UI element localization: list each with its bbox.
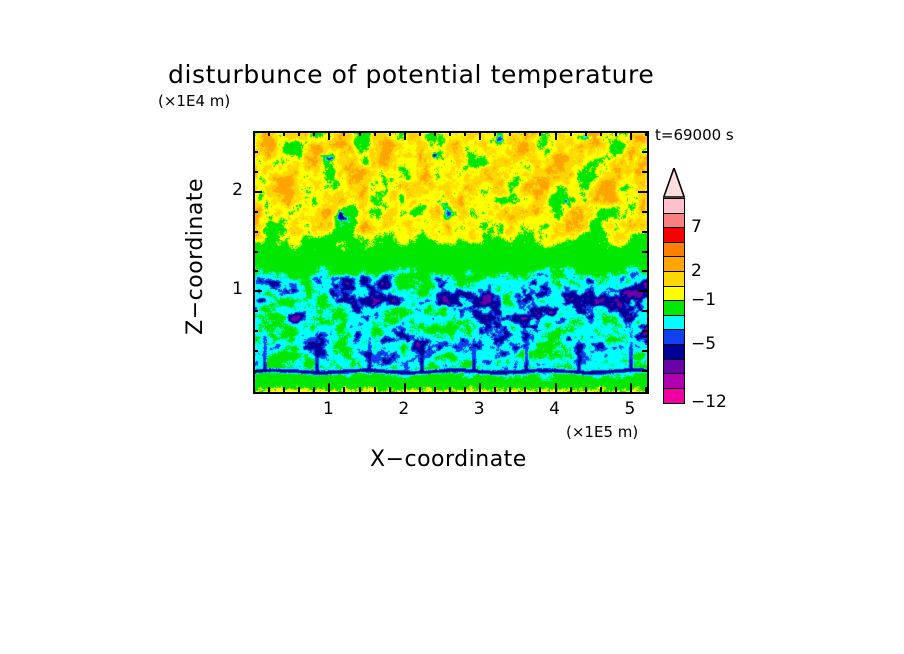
tick-mark	[479, 131, 481, 140]
contour-field	[255, 133, 647, 392]
tick-mark	[638, 191, 647, 193]
tick-mark	[570, 387, 572, 392]
tick-mark	[630, 131, 632, 140]
tick-mark	[253, 211, 258, 213]
tick-mark	[253, 290, 262, 292]
tick-mark	[253, 270, 258, 272]
tick-mark	[298, 387, 300, 392]
tick-mark	[328, 131, 330, 140]
tick-mark	[642, 310, 647, 312]
tick-mark	[283, 131, 285, 136]
tick-mark	[645, 387, 647, 392]
tick-mark	[419, 387, 421, 392]
x-tick-label: 5	[624, 399, 636, 419]
colorbar-band	[663, 387, 685, 404]
tick-mark	[642, 270, 647, 272]
tick-mark	[404, 383, 406, 392]
tick-mark	[645, 131, 647, 136]
y-axis-title: Z−coordinate	[183, 178, 208, 335]
chart-title: disturbunce of potential temperature	[168, 60, 655, 89]
x-tick-label: 1	[322, 399, 334, 419]
tick-mark	[464, 131, 466, 136]
tick-mark	[600, 131, 602, 136]
tick-mark	[585, 387, 587, 392]
tick-mark	[464, 387, 466, 392]
tick-mark	[343, 387, 345, 392]
tick-mark	[509, 131, 511, 136]
tick-mark	[359, 387, 361, 392]
tick-mark	[253, 330, 258, 332]
tick-mark	[253, 191, 262, 193]
tick-mark	[268, 131, 270, 136]
tick-mark	[374, 131, 376, 136]
tick-mark	[449, 131, 451, 136]
tick-mark	[328, 383, 330, 392]
tick-mark	[615, 131, 617, 136]
tick-mark	[509, 387, 511, 392]
colorbar-label: −5	[691, 334, 717, 354]
tick-mark	[524, 387, 526, 392]
contour-plot-area	[253, 131, 649, 394]
tick-mark	[555, 383, 557, 392]
tick-mark	[539, 131, 541, 136]
timestamp-label: t=69000 s	[655, 126, 734, 144]
tick-mark	[630, 383, 632, 392]
colorbar-arrow-icon	[663, 168, 685, 198]
tick-mark	[374, 387, 376, 392]
tick-mark	[642, 211, 647, 213]
tick-mark	[570, 131, 572, 136]
x-axis-title: X−coordinate	[370, 447, 527, 472]
tick-mark	[313, 131, 315, 136]
tick-mark	[600, 387, 602, 392]
x-axis-unit-label: (×1E5 m)	[566, 423, 639, 441]
tick-mark	[642, 231, 647, 233]
x-tick-label: 3	[473, 399, 485, 419]
tick-mark	[642, 350, 647, 352]
tick-mark	[479, 383, 481, 392]
tick-mark	[253, 370, 258, 372]
x-tick-label: 4	[549, 399, 560, 419]
tick-mark	[642, 151, 647, 153]
tick-mark	[404, 131, 406, 140]
tick-mark	[253, 151, 258, 153]
tick-mark	[524, 131, 526, 136]
tick-mark	[642, 251, 647, 253]
tick-mark	[555, 131, 557, 140]
z-axis-unit-label: (×1E4 m)	[158, 92, 231, 110]
tick-mark	[638, 290, 647, 292]
tick-mark	[434, 131, 436, 136]
tick-mark	[539, 387, 541, 392]
tick-mark	[253, 231, 258, 233]
tick-mark	[642, 171, 647, 173]
tick-mark	[585, 131, 587, 136]
y-tick-label: 2	[232, 179, 243, 200]
tick-mark	[313, 387, 315, 392]
tick-mark	[253, 350, 258, 352]
tick-mark	[253, 310, 258, 312]
y-tick-label: 1	[232, 279, 243, 300]
tick-mark	[343, 131, 345, 136]
tick-mark	[389, 387, 391, 392]
tick-mark	[283, 387, 285, 392]
tick-mark	[268, 387, 270, 392]
tick-mark	[642, 370, 647, 372]
tick-mark	[494, 387, 496, 392]
colorbar-label: −12	[691, 392, 727, 413]
tick-mark	[419, 131, 421, 136]
colorbar-label: 7	[691, 217, 702, 238]
colorbar-label: 2	[691, 261, 702, 281]
tick-mark	[615, 387, 617, 392]
x-tick-label: 2	[398, 399, 410, 419]
tick-mark	[434, 387, 436, 392]
tick-mark	[253, 171, 258, 173]
tick-mark	[494, 131, 496, 136]
colorbar-label: −1	[691, 290, 717, 311]
tick-mark	[298, 131, 300, 136]
tick-mark	[253, 251, 258, 253]
tick-mark	[359, 131, 361, 136]
tick-mark	[449, 387, 451, 392]
tick-mark	[642, 330, 647, 332]
tick-mark	[389, 131, 391, 136]
